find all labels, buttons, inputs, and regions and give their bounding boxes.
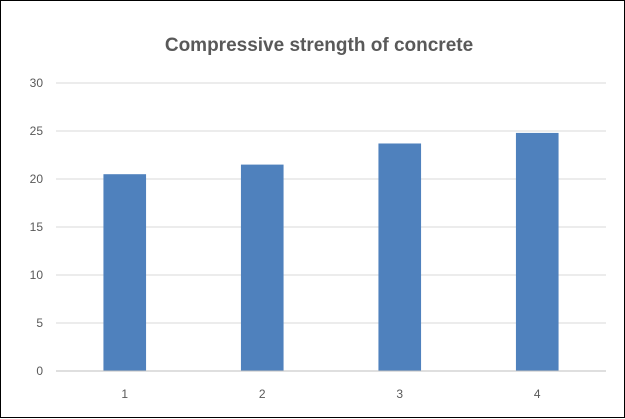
x-tick-label: 3	[396, 387, 403, 401]
y-tick-label: 30	[30, 76, 44, 90]
bars	[103, 132, 559, 371]
y-tick-label: 25	[30, 124, 44, 138]
bar-2	[240, 164, 284, 371]
y-tick-label: 10	[30, 268, 44, 282]
x-tick-label: 4	[534, 387, 541, 401]
y-tick-label: 15	[30, 220, 44, 234]
chart-title: Compressive strength of concrete	[165, 35, 473, 56]
x-axis-ticks: 1 2 3 4	[121, 387, 541, 401]
x-tick-label: 1	[121, 387, 128, 401]
bar-1	[103, 174, 147, 371]
bar-4	[515, 132, 559, 371]
y-tick-label: 5	[36, 316, 43, 330]
x-tick-label: 2	[259, 387, 266, 401]
bar-3	[378, 143, 422, 371]
y-axis-ticks: 0 5 10 15 20 25 30	[30, 76, 44, 378]
y-tick-label: 0	[36, 364, 43, 378]
y-tick-label: 20	[30, 172, 44, 186]
gridlines	[56, 82, 606, 324]
